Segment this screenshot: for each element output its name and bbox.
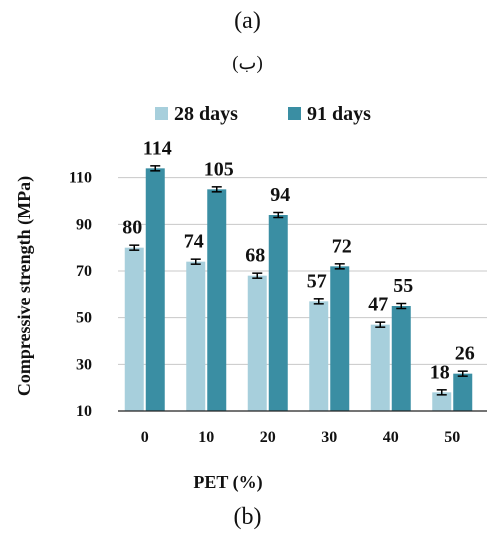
x-tick-label: 30 — [321, 429, 337, 446]
data-label-28-days: 68 — [245, 245, 265, 267]
data-label-91-days: 94 — [270, 184, 290, 206]
data-label-91-days: 105 — [204, 158, 234, 180]
y-tick-label: 50 — [76, 310, 92, 327]
bar-28-days — [370, 324, 390, 411]
data-label-91-days: 72 — [332, 235, 352, 257]
x-tick-label: 10 — [198, 429, 214, 446]
data-label-28-days: 80 — [122, 217, 142, 239]
bar-91-days — [145, 168, 165, 411]
legend-swatch-91-days — [288, 107, 301, 120]
bar-chart: 28 days 91 days 1030507090110080114107410… — [14, 103, 487, 493]
legend: 28 days 91 days — [155, 103, 371, 125]
x-tick-label: 50 — [444, 429, 460, 446]
y-tick-label: 110 — [69, 170, 92, 187]
data-label-91-days: 114 — [143, 137, 172, 159]
bar-91-days — [391, 306, 411, 411]
y-tick-label: 30 — [76, 356, 92, 373]
x-axis-title: PET (%) — [193, 472, 262, 493]
y-tick-label: 10 — [76, 403, 92, 420]
caption-b: (b) — [233, 504, 262, 530]
data-label-28-days: 18 — [430, 361, 450, 383]
bar-28-days — [124, 247, 144, 411]
bar-28-days — [186, 261, 206, 411]
y-tick-label: 90 — [76, 216, 92, 233]
y-axis-title: Compressive strength (MPa) — [14, 176, 35, 396]
caption-arabic: (ب) — [232, 53, 263, 74]
bar-28-days — [247, 275, 267, 411]
legend-swatch-28-days — [155, 107, 168, 120]
bar-91-days — [453, 373, 473, 411]
legend-label-28-days: 28 days — [174, 103, 238, 125]
legend-label-91-days: 91 days — [307, 103, 371, 125]
bar-91-days — [330, 266, 350, 411]
data-label-28-days: 57 — [307, 270, 327, 292]
bar-91-days — [207, 189, 227, 411]
caption-a: (a) — [234, 8, 261, 34]
x-tick-label: 40 — [383, 429, 399, 446]
bar-91-days — [268, 215, 288, 411]
data-label-91-days: 26 — [455, 343, 475, 365]
x-tick-label: 0 — [141, 429, 149, 446]
bar-28-days — [432, 392, 452, 411]
x-tick-label: 20 — [260, 429, 276, 446]
data-label-91-days: 55 — [393, 275, 413, 297]
data-label-28-days: 47 — [368, 294, 388, 316]
y-tick-label: 70 — [76, 263, 92, 280]
gridlines — [118, 177, 487, 365]
bars-layer — [124, 165, 473, 411]
bar-28-days — [309, 301, 329, 411]
data-label-28-days: 74 — [184, 231, 204, 253]
